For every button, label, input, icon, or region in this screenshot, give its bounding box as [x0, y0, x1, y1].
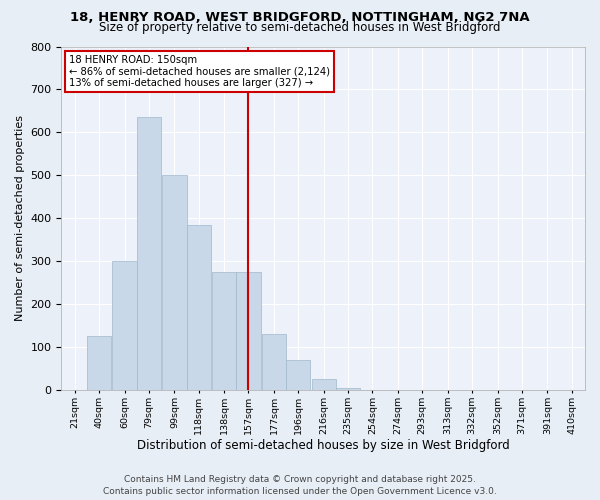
Text: Contains HM Land Registry data © Crown copyright and database right 2025.
Contai: Contains HM Land Registry data © Crown c… [103, 474, 497, 496]
Bar [212, 272, 236, 390]
X-axis label: Distribution of semi-detached houses by size in West Bridgford: Distribution of semi-detached houses by … [137, 440, 509, 452]
Bar [162, 176, 187, 390]
Bar [312, 379, 336, 390]
Bar [112, 261, 137, 390]
Bar [286, 360, 310, 390]
Text: Size of property relative to semi-detached houses in West Bridgford: Size of property relative to semi-detach… [99, 21, 501, 34]
Bar [336, 388, 360, 390]
Bar [87, 336, 111, 390]
Y-axis label: Number of semi-detached properties: Number of semi-detached properties [15, 115, 25, 321]
Text: 18 HENRY ROAD: 150sqm
← 86% of semi-detached houses are smaller (2,124)
13% of s: 18 HENRY ROAD: 150sqm ← 86% of semi-deta… [69, 55, 330, 88]
Bar [236, 272, 260, 390]
Bar [187, 224, 211, 390]
Bar [262, 334, 286, 390]
Bar [137, 118, 161, 390]
Text: 18, HENRY ROAD, WEST BRIDGFORD, NOTTINGHAM, NG2 7NA: 18, HENRY ROAD, WEST BRIDGFORD, NOTTINGH… [70, 11, 530, 24]
